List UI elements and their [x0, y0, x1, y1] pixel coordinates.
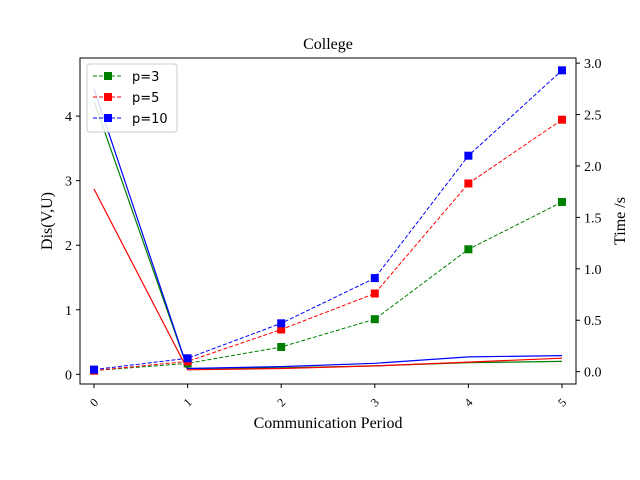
time-line: [93, 69, 563, 371]
legend-marker: [104, 72, 112, 80]
time-line: [93, 201, 563, 372]
y-axis-right: 0.0 0.5 1.0 1.5 2.0 2.5 3.0: [576, 57, 602, 381]
time-marker: [370, 315, 379, 324]
dis-line-p10: [93, 88, 563, 370]
time-marker: [277, 325, 286, 334]
y-axis-right-label: Time /s: [612, 197, 629, 245]
y-tick-label-right: 3.0: [584, 57, 602, 72]
time-marker: [464, 179, 473, 188]
plot-area-frame: [79, 57, 577, 385]
y-axis-left-label: Dis(V,U): [39, 192, 56, 250]
time-marker: [183, 354, 192, 363]
time-marker: [370, 274, 379, 283]
y-axis-left: 0 1 2 3 4: [65, 110, 80, 383]
y-tick-label-left: 1: [65, 304, 72, 319]
time-marker: [370, 289, 379, 298]
time-marker: [557, 197, 566, 206]
y-tick-label-right: 2.0: [584, 160, 602, 175]
y-tick-label-left: 3: [65, 175, 72, 190]
time-marker: [464, 151, 473, 160]
time-marker: [557, 115, 566, 124]
chart-title: College: [303, 36, 353, 53]
legend-label: p=5: [132, 91, 159, 106]
y-tick-label-left: 4: [65, 110, 72, 125]
y-tick-label-right: 1.5: [584, 211, 602, 226]
legend-label: p=10: [132, 112, 168, 127]
y-tick-label-left: 2: [65, 239, 72, 254]
x-axis-label: Communication Period: [254, 415, 403, 432]
y-tick-label-left: 0: [65, 368, 72, 383]
time-marker: [277, 342, 286, 351]
legend: p=3 p=5 p=10: [86, 63, 178, 133]
time-marker: [90, 365, 99, 374]
y-tick-label-right: 0.5: [584, 314, 602, 329]
y-tick-label-right: 1.0: [584, 263, 602, 278]
dis-line-p5: [93, 188, 563, 371]
legend-marker: [104, 93, 112, 101]
legend-marker: [104, 114, 112, 122]
time-marker: [464, 245, 473, 254]
series-layer: [90, 66, 566, 375]
time-marker: [277, 319, 286, 328]
time-line: [93, 119, 563, 372]
y-tick-label-right: 0.0: [584, 366, 602, 381]
time-marker: [557, 66, 566, 75]
legend-label: p=3: [132, 70, 159, 85]
y-tick-label-right: 2.5: [584, 109, 602, 124]
